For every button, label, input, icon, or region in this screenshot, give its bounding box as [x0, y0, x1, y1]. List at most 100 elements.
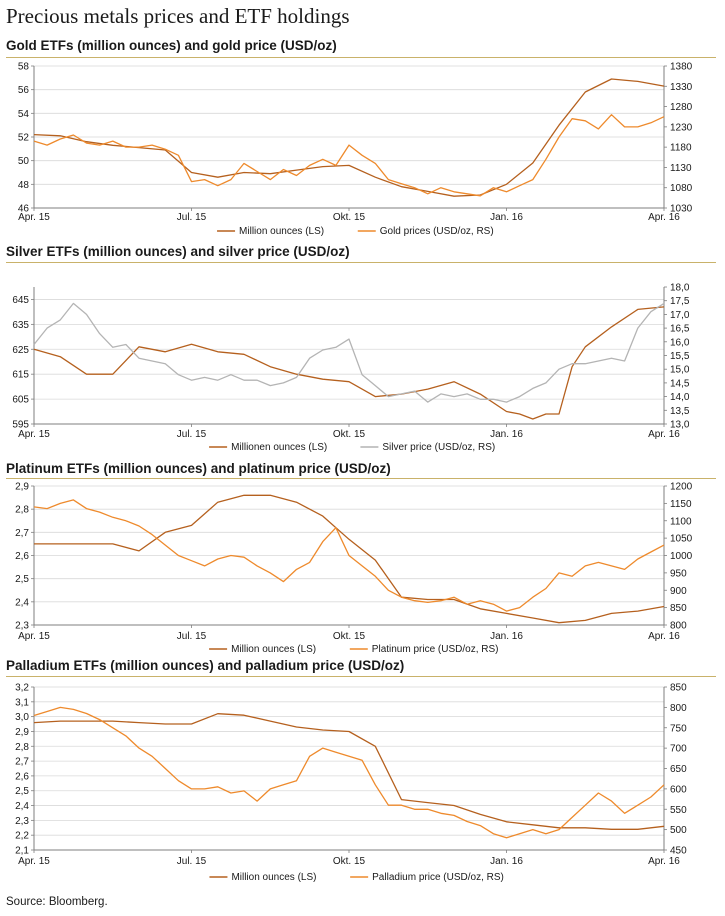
platinum-title-rule — [6, 478, 716, 479]
gold-x-tick-label: Apr. 15 — [18, 212, 50, 223]
silver-right-tick-label: 14,0 — [670, 392, 690, 403]
palladium-left-tick-label: 2,3 — [15, 816, 29, 827]
palladium-x-tick-label: Jul. 15 — [177, 856, 207, 867]
source-note: Source: Bloomberg. — [6, 896, 108, 908]
palladium-left-tick-label: 2,8 — [15, 742, 29, 753]
platinum-right-tick-label: 1100 — [670, 516, 692, 527]
gold-left-tick-label: 56 — [18, 85, 30, 96]
platinum-right-tick-label: 950 — [670, 568, 687, 579]
palladium-x-tick-label: Jan. 16 — [490, 856, 523, 867]
silver-series-holdings-line — [33, 306, 665, 420]
palladium-left-tick-label: 2,1 — [15, 846, 29, 857]
palladium-right-tick-label: 700 — [670, 744, 687, 755]
gold-series-holdings-line — [33, 78, 665, 197]
platinum-legend-label: Million ounces (LS) — [231, 644, 316, 655]
gold-left-tick-label: 50 — [18, 156, 30, 167]
platinum-left-tick-label: 2,6 — [15, 551, 29, 562]
silver-right-tick-label: 17,5 — [670, 296, 690, 307]
silver-chart: 595 605 615 625 635 645 13,0 13,5 14,0 14,5 15,0 15… — [12, 283, 690, 454]
silver-x-tick-label: Okt. 15 — [333, 429, 366, 440]
gold-x-tick-label: Okt. 15 — [333, 212, 366, 223]
gold-x-tick-label: Jan. 16 — [490, 212, 523, 223]
gold-right-tick-label: 1330 — [670, 82, 693, 93]
silver-legend-label: Silver price (USD/oz, RS) — [382, 442, 495, 453]
palladium-legend: Million ounces (LS) Palladium price (USD/… — [209, 872, 504, 883]
palladium-left-tick-label: 3,0 — [15, 712, 29, 723]
platinum-right-tick-label: 800 — [670, 621, 687, 632]
platinum-x-tick-label: Jan. 16 — [490, 631, 523, 642]
silver-right-tick-label: 17,0 — [670, 310, 690, 321]
silver-x-tick-label: Apr. 15 — [18, 429, 50, 440]
palladium-left-tick-label: 3,2 — [15, 683, 29, 694]
silver-right-tick-label: 13,5 — [670, 406, 690, 417]
silver-x-tick-label: Apr. 16 — [648, 429, 680, 440]
silver-right-tick-label: 13,0 — [670, 420, 690, 431]
palladium-legend-label: Million ounces (LS) — [231, 872, 316, 883]
platinum-x-tick-label: Jul. 15 — [177, 631, 207, 642]
gold-right-tick-label: 1380 — [670, 62, 693, 73]
silver-left-tick-label: 615 — [12, 370, 29, 381]
palladium-chart: 2,1 2,2 2,3 2,4 2,5 2,6 2,7 2,8 2,9 3,0 3,1 3,2 450 5… — [15, 683, 687, 884]
platinum-left-tick-label: 2,7 — [15, 528, 29, 539]
palladium-left-tick-label: 3,1 — [15, 697, 29, 708]
platinum-left-tick-label: 2,8 — [15, 505, 29, 516]
silver-x-tick-label: Jan. 16 — [490, 429, 523, 440]
palladium-left-tick-label: 2,5 — [15, 786, 29, 797]
gold-right-tick-label: 1230 — [670, 122, 693, 133]
gold-left-tick-label: 46 — [18, 204, 30, 215]
gold-chart: 46 48 50 52 54 56 58 1030 1080 1130 1180 1230 1280 13… — [18, 62, 693, 238]
silver-left-tick-label: 605 — [12, 395, 29, 406]
silver-left-tick-label: 595 — [12, 420, 29, 431]
silver-right-tick-label: 16,5 — [670, 324, 690, 335]
silver-title-rule — [6, 262, 716, 263]
platinum-chart: 2,3 2,4 2,5 2,6 2,7 2,8 2,9 800 850 900 950 1000 105… — [15, 482, 693, 656]
gold-series-price-line — [33, 114, 665, 197]
gold-legend-label: Gold prices (USD/oz, RS) — [380, 226, 494, 237]
platinum-legend-label: Platinum price (USD/oz, RS) — [372, 644, 499, 655]
palladium-legend-label: Palladium price (USD/oz, RS) — [372, 872, 504, 883]
palladium-right-tick-label: 850 — [670, 683, 687, 694]
silver-x-tick-label: Jul. 15 — [177, 429, 207, 440]
platinum-right-tick-label: 1200 — [670, 482, 693, 493]
palladium-right-tick-label: 800 — [670, 703, 687, 714]
gold-legend-label: Million ounces (LS) — [239, 226, 324, 237]
palladium-series-holdings-line — [33, 713, 665, 830]
palladium-left-tick-label: 2,7 — [15, 757, 29, 768]
platinum-left-tick-label: 2,3 — [15, 621, 29, 632]
platinum-x-tick-label: Okt. 15 — [333, 631, 366, 642]
platinum-left-tick-label: 2,5 — [15, 574, 29, 585]
palladium-right-tick-label: 450 — [670, 846, 687, 857]
platinum-x-tick-label: Apr. 15 — [18, 631, 50, 642]
palladium-title-rule — [6, 676, 716, 677]
gold-right-tick-label: 1030 — [670, 204, 693, 215]
silver-right-tick-label: 15,5 — [670, 351, 690, 362]
palladium-left-tick-label: 2,9 — [15, 727, 29, 738]
gold-panel-title: Gold ETFs (million ounces) and gold pric… — [6, 38, 337, 53]
gold-left-tick-label: 58 — [18, 62, 30, 73]
platinum-left-tick-label: 2,9 — [15, 482, 29, 493]
page-title: Precious metals prices and ETF holdings — [6, 4, 350, 28]
platinum-series-price-line — [33, 499, 665, 612]
gold-right-tick-label: 1130 — [670, 163, 692, 174]
palladium-right-tick-label: 650 — [670, 764, 687, 775]
palladium-left-tick-label: 2,4 — [15, 801, 29, 812]
gold-left-tick-label: 52 — [18, 133, 30, 144]
gold-left-tick-label: 48 — [18, 180, 30, 191]
platinum-x-tick-label: Apr. 16 — [648, 631, 680, 642]
palladium-panel-title: Palladium ETFs (million ounces) and pall… — [6, 658, 405, 673]
platinum-left-tick-label: 2,4 — [15, 597, 29, 608]
gold-x-tick-label: Jul. 15 — [177, 212, 207, 223]
gold-right-tick-label: 1080 — [670, 183, 693, 194]
silver-right-tick-label: 16,0 — [670, 337, 690, 348]
gold-right-tick-label: 1280 — [670, 102, 693, 113]
silver-legend: Millionen ounces (LS) Silver price (USD/o… — [209, 442, 495, 453]
platinum-legend: Million ounces (LS) Platinum price (USD/o… — [209, 644, 499, 655]
silver-left-tick-label: 625 — [12, 345, 29, 356]
platinum-right-tick-label: 1050 — [670, 534, 693, 545]
gold-x-tick-label: Apr. 16 — [648, 212, 680, 223]
palladium-right-tick-label: 500 — [670, 825, 687, 836]
palladium-series-price-line — [33, 706, 665, 839]
palladium-left-tick-label: 2,2 — [15, 831, 29, 842]
palladium-right-tick-label: 600 — [670, 784, 687, 795]
silver-right-tick-label: 14,5 — [670, 378, 690, 389]
